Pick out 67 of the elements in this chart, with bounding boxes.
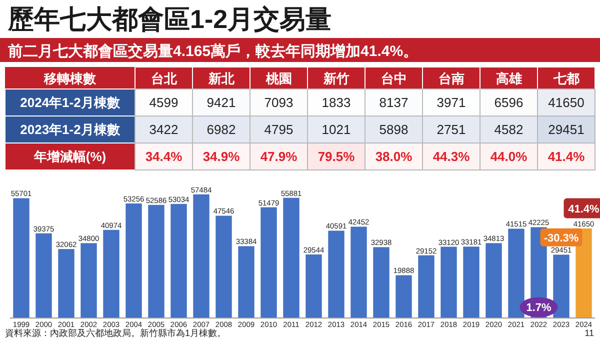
bar [328,230,344,318]
chart-title: 歷年七大都會區1-2月交易量 [7,4,332,34]
x-tick-label: 台南 [438,71,464,86]
bar [216,216,232,318]
bar [508,228,524,318]
x-tick-label: 台中 [380,71,407,86]
annotation: 41.4% [568,203,600,216]
x-tick-label: 台北 [150,71,178,86]
data-label: 8137 [379,95,408,110]
bar [36,233,52,318]
bar [306,254,322,318]
data-label: 41.4% [548,149,586,164]
data-label: 3971 [436,95,466,110]
bar [58,249,74,318]
data-label: 6982 [206,122,236,137]
data-label: 9421 [206,95,236,110]
x-tick-label: 桃園 [264,71,292,86]
text: 11 [584,328,594,338]
data-label: 79.5% [318,149,356,164]
x-tick-label: 新竹 [322,71,350,86]
annotation: 1.7% [526,302,552,314]
bar [238,246,254,318]
data-label: 3422 [149,122,178,137]
data-label: 4795 [264,122,294,137]
bar [418,255,434,318]
data-label: 34.4% [145,149,183,164]
data-label: 1833 [322,95,351,110]
data-label: 38.0% [375,149,413,164]
y-axis-title: 移轉棟數 [43,71,97,86]
data-label: 29451 [548,122,584,137]
data-label: 44.0% [490,149,528,164]
bar [103,230,120,318]
source-note: 資料來源：內政部及六都地政局。新竹縣市為1月棟數。 [5,328,226,338]
bar [396,275,412,318]
y-tick-label: 2023年1-2月棟數 [20,122,121,137]
bar [486,243,502,318]
data-label: 6596 [494,95,524,110]
bar [350,226,367,318]
data-label: 1021 [322,122,351,137]
data-label: 47.9% [260,149,298,164]
bar [440,246,457,318]
bar [193,194,210,318]
data-label: 7093 [264,95,294,110]
x-tick-label: 七都 [552,71,580,86]
data-label: 44.3% [432,149,470,164]
bar [80,243,97,318]
data-label: 4599 [149,95,178,110]
data-label: 34.9% [202,149,240,164]
bar [553,254,570,318]
bar [126,203,142,318]
y-tick-label: 年增減幅(%) [32,149,106,164]
y-tick-label: 2024年1-2月棟數 [20,95,121,110]
bar [260,207,277,318]
x-tick-label: 高雄 [496,71,522,86]
bar [170,204,187,318]
bar [148,204,164,318]
data-label: 4582 [494,122,524,137]
data-label: 2751 [436,122,466,137]
annotation: -30.3% [544,232,579,244]
x-tick-label: 新北 [207,71,236,86]
bar [463,246,480,318]
bar [283,198,300,318]
bar [373,247,390,318]
data-label: 5898 [379,122,408,137]
bar [13,198,30,318]
data-label: 41650 [548,95,584,110]
chart-subtitle: 前二月七大都會區交易量4.165萬戶，較去年同期增加41.4%。 [7,42,418,60]
